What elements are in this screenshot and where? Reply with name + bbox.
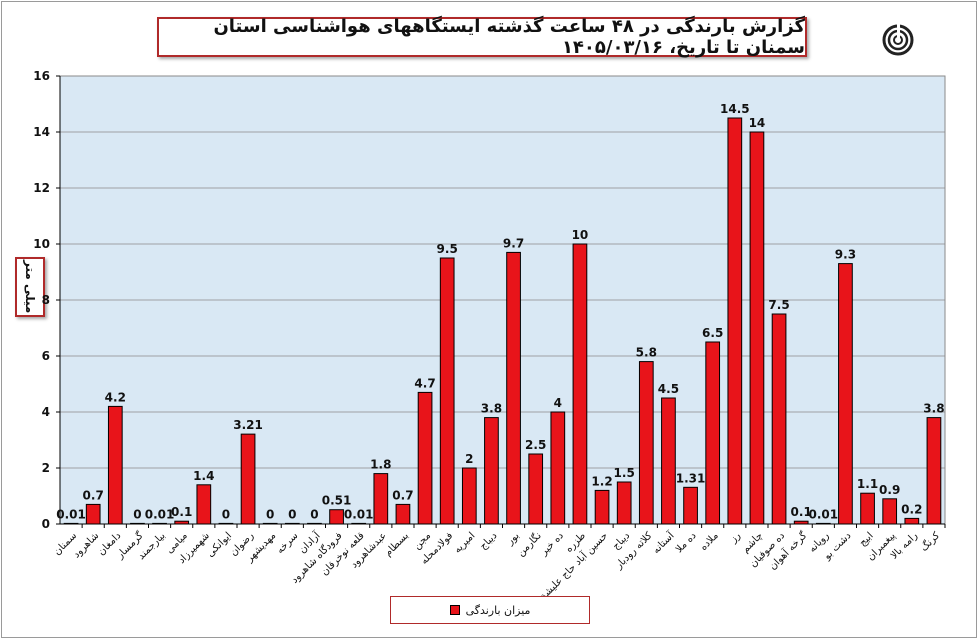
y-axis-label-box: میلی متر: [15, 257, 45, 317]
legend-swatch: [449, 605, 460, 615]
chart-title: گزارش بارندگی در ۴۸ ساعت گذشته ایستگاهها…: [157, 16, 807, 58]
meteorological-organization-logo: [878, 10, 946, 68]
y-axis-label: میلی متر: [23, 260, 37, 314]
legend-label: میزان بارندگی: [465, 603, 531, 617]
chart-title-text: گزارش بارندگی در ۴۸ ساعت گذشته ایستگاهها…: [213, 16, 805, 58]
legend: میزان بارندگی: [390, 596, 590, 624]
